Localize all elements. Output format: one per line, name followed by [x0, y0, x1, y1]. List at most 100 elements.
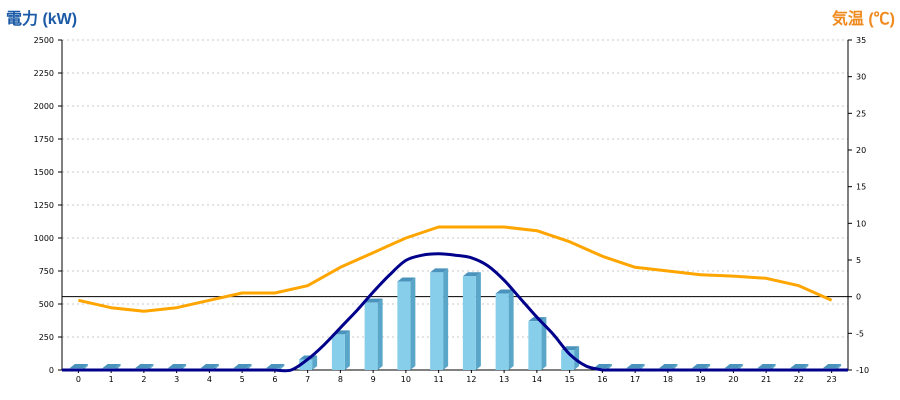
- x-tick-label: 0: [76, 375, 81, 384]
- gridlines: [62, 39, 848, 338]
- left-tick-label: 2000: [34, 102, 54, 111]
- bar-top: [495, 289, 514, 294]
- tick-labels: 02505007501000125015001750200022502500-1…: [34, 36, 869, 384]
- x-tick-label: 1: [109, 375, 114, 384]
- x-tick-label: 13: [499, 375, 509, 384]
- bar: [430, 268, 449, 370]
- x-tick-label: 6: [272, 375, 277, 384]
- left-axis-title: 電力 (kW): [6, 9, 77, 28]
- left-tick-label: 1750: [34, 135, 54, 144]
- bars: [69, 268, 842, 370]
- bar-top: [266, 364, 285, 368]
- x-tick-label: 17: [630, 375, 640, 384]
- bar-side: [574, 346, 580, 370]
- x-tick-label: 12: [466, 375, 476, 384]
- bar-top: [397, 277, 416, 282]
- x-tick-label: 2: [141, 375, 146, 384]
- right-axis-title: 気温 (℃): [832, 9, 895, 28]
- right-tick-label: -10: [856, 366, 869, 375]
- temperature-line: [78, 225, 833, 313]
- bar-front: [299, 359, 313, 370]
- power-line: [274, 252, 603, 373]
- bar-top: [757, 364, 776, 368]
- bar: [528, 317, 547, 370]
- left-tick-label: 1000: [34, 234, 54, 243]
- right-tick-label: 10: [856, 219, 866, 228]
- x-tick-label: 16: [597, 375, 607, 384]
- bar-top: [790, 364, 809, 368]
- left-tick-label: 1250: [34, 201, 54, 210]
- left-tick-label: 750: [39, 267, 54, 276]
- left-tick-label: 1500: [34, 168, 54, 177]
- x-tick-label: 22: [794, 375, 804, 384]
- right-tick-label: 15: [856, 183, 866, 192]
- bar-side: [279, 364, 285, 370]
- x-tick-label: 20: [728, 375, 738, 384]
- left-tick-label: 500: [39, 300, 54, 309]
- bar-top: [724, 364, 743, 368]
- bar-top: [135, 364, 154, 368]
- x-tick-label: 5: [240, 375, 245, 384]
- bar: [364, 298, 383, 370]
- bar-top: [692, 364, 711, 368]
- bar: [462, 272, 481, 370]
- x-tick-label: 19: [696, 375, 706, 384]
- bar-side: [508, 289, 514, 370]
- bar: [331, 330, 350, 370]
- bar-side: [344, 330, 350, 370]
- bar-side: [312, 355, 318, 370]
- right-tick-label: 0: [856, 293, 861, 302]
- bar-top: [364, 298, 383, 303]
- x-tick-label: 21: [761, 375, 771, 384]
- bar-top: [626, 364, 645, 368]
- bar-side: [541, 317, 547, 370]
- x-tick-label: 7: [305, 375, 310, 384]
- bar-top: [430, 268, 449, 273]
- x-tick-label: 15: [565, 375, 575, 384]
- left-tick-label: 250: [39, 333, 54, 342]
- x-tick-label: 3: [174, 375, 179, 384]
- axes: [58, 39, 852, 373]
- x-tick-label: 9: [371, 375, 376, 384]
- bar-top: [233, 364, 252, 368]
- bar-top: [102, 364, 121, 368]
- bar-top: [69, 364, 88, 368]
- bar-front: [331, 334, 345, 370]
- right-tick-label: -5: [856, 329, 864, 338]
- right-tick-label: 35: [856, 36, 866, 45]
- right-tick-label: 20: [856, 146, 866, 155]
- x-tick-label: 4: [207, 375, 212, 384]
- bar-top: [200, 364, 219, 368]
- left-tick-label: 2250: [34, 69, 54, 78]
- x-tick-label: 10: [401, 375, 411, 384]
- bar-side: [475, 272, 481, 370]
- left-tick-label: 2500: [34, 36, 54, 45]
- left-tick-label: 0: [49, 366, 54, 375]
- x-tick-label: 18: [663, 375, 673, 384]
- right-tick-label: 5: [856, 256, 861, 265]
- x-tick-label: 8: [338, 375, 343, 384]
- bar-side: [410, 277, 416, 370]
- bar-front: [462, 276, 476, 370]
- bar-top: [593, 364, 612, 368]
- bar-front: [495, 293, 509, 370]
- x-tick-label: 14: [532, 375, 542, 384]
- right-tick-label: 25: [856, 109, 866, 118]
- bar-top: [659, 364, 678, 368]
- bar-top: [462, 272, 481, 277]
- bar-front: [364, 302, 378, 370]
- right-tick-label: 30: [856, 73, 866, 82]
- bar-side: [443, 268, 449, 370]
- bar-front: [430, 272, 444, 370]
- bar: [495, 289, 514, 370]
- x-tick-label: 23: [827, 375, 837, 384]
- bar-front: [528, 321, 542, 370]
- bar-side: [377, 298, 383, 370]
- bar-front: [397, 281, 411, 370]
- bar-top: [168, 364, 187, 368]
- bar: [397, 277, 416, 370]
- bar-top: [823, 364, 842, 368]
- x-tick-label: 11: [434, 375, 444, 384]
